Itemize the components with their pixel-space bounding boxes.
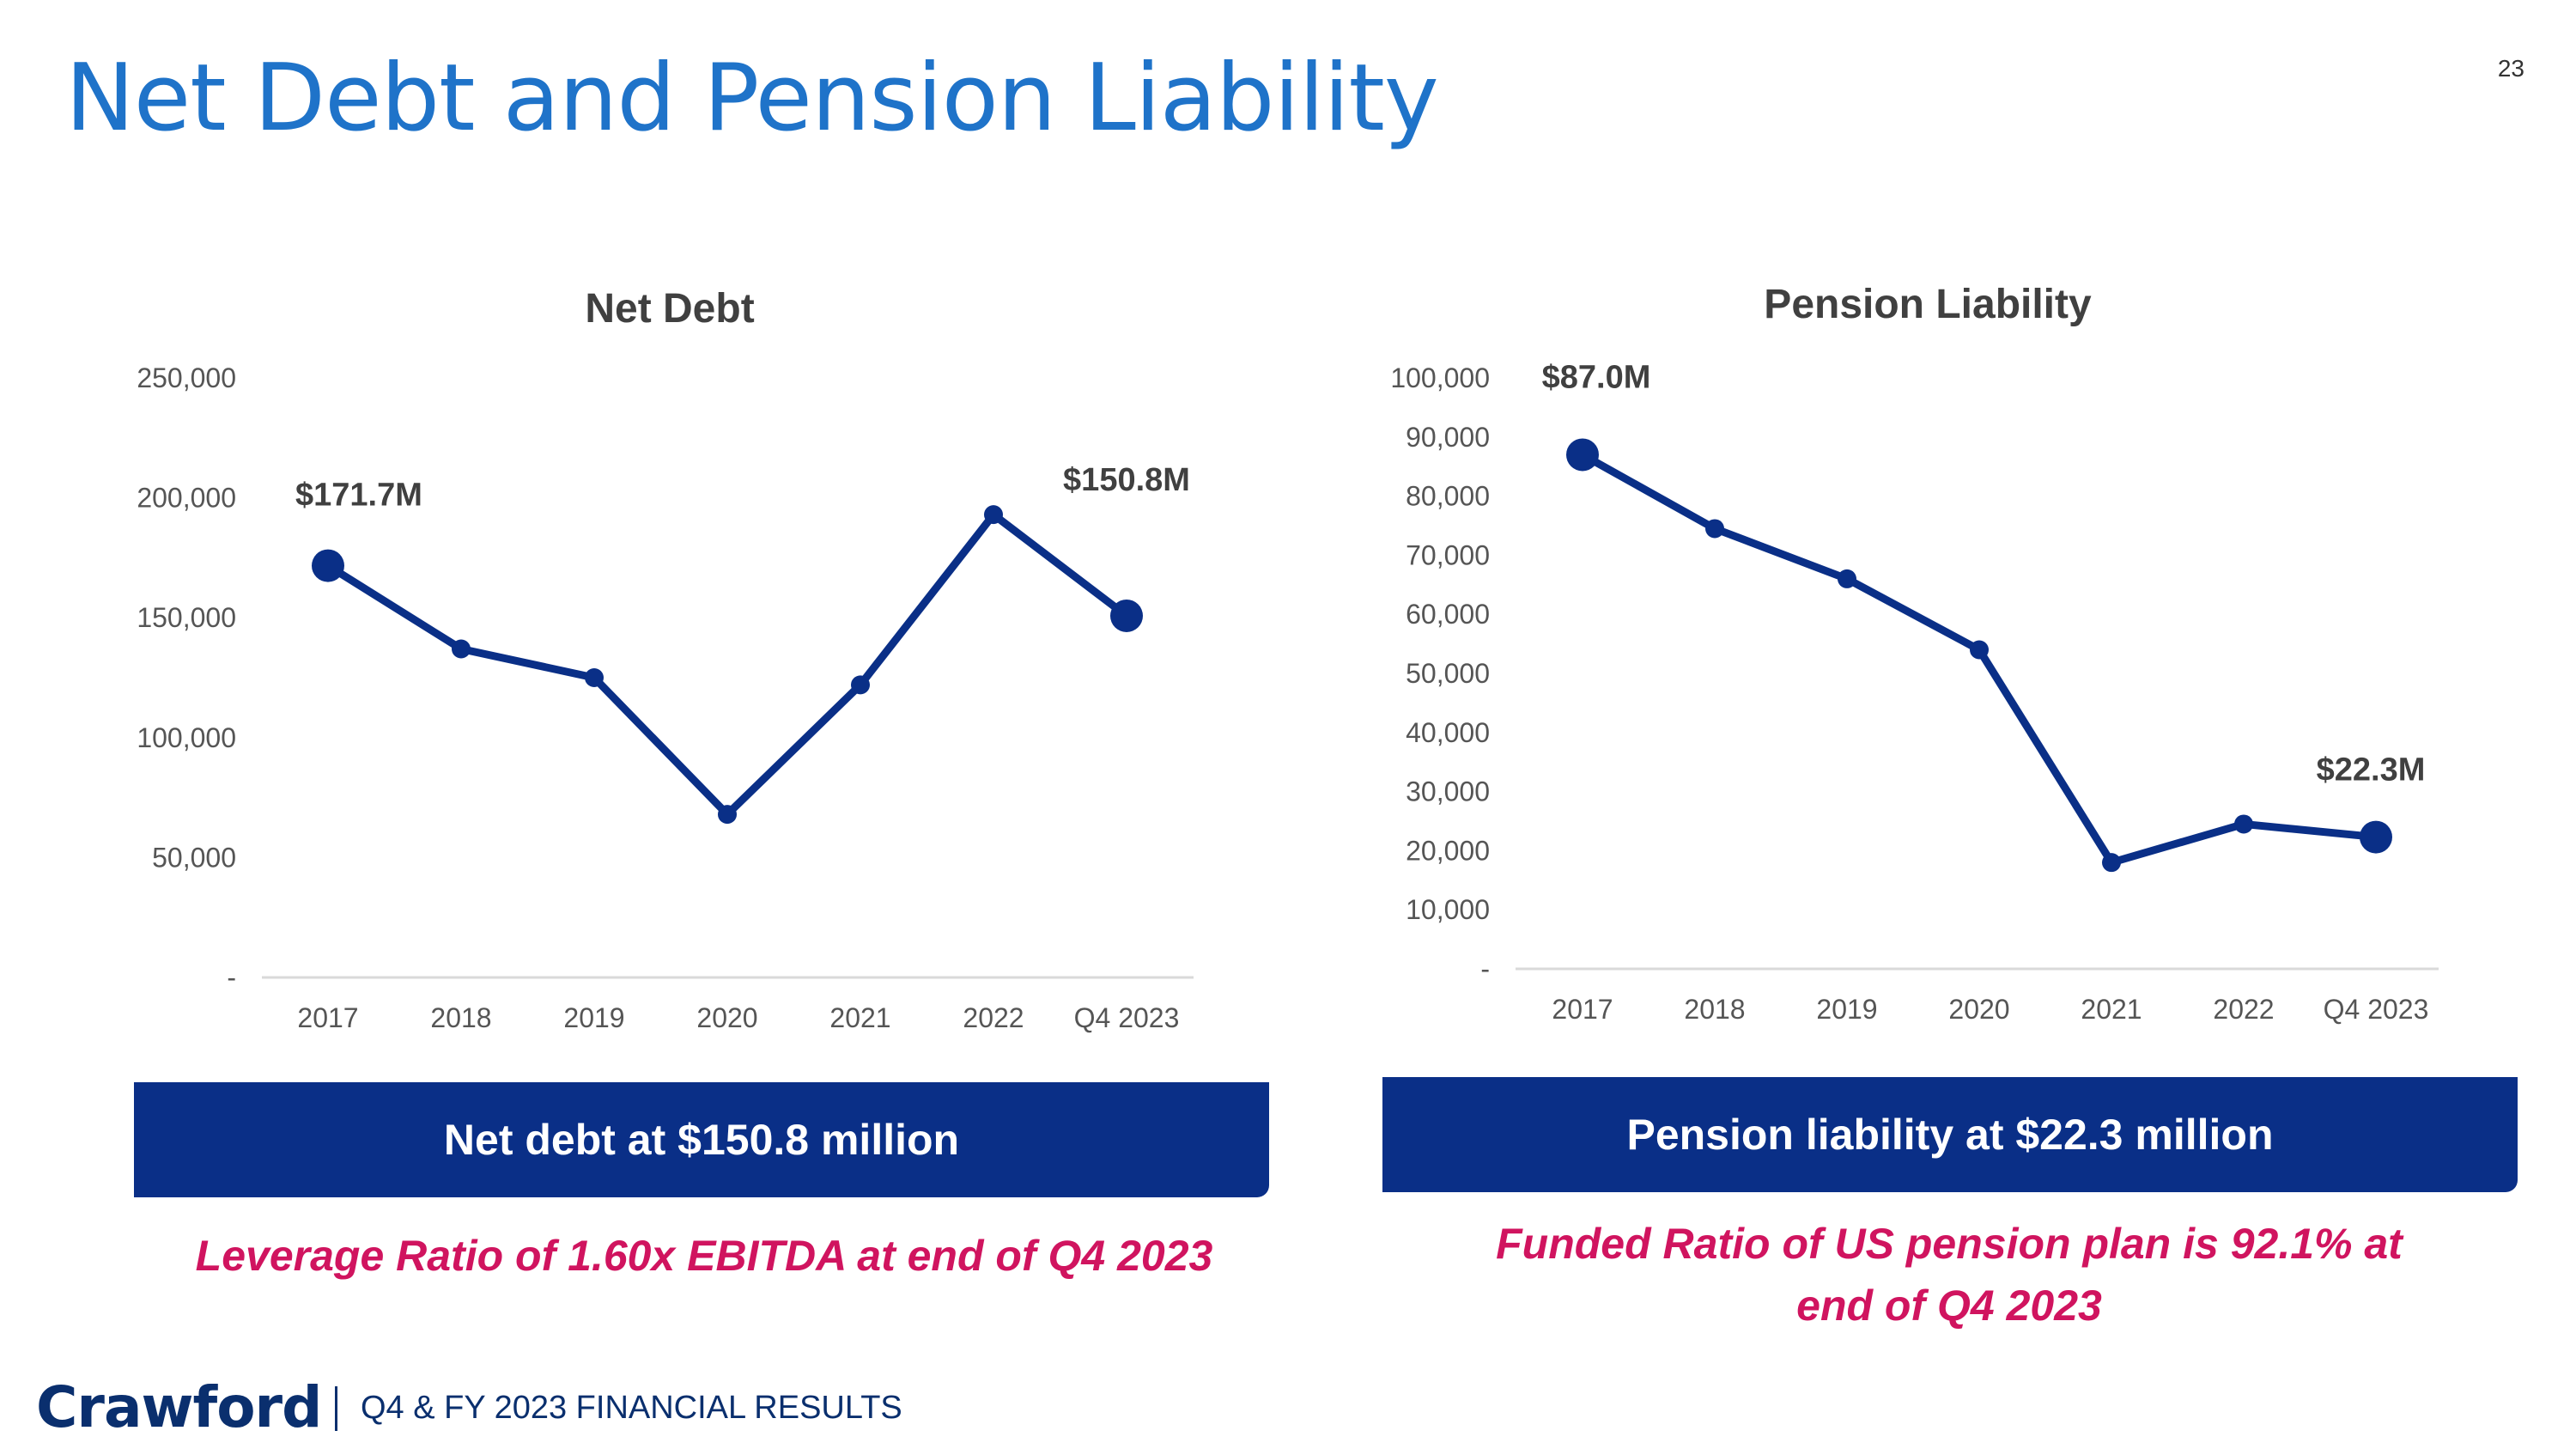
- net-debt-y-tick-label: 200,000: [137, 483, 236, 514]
- pension-x-tick-label: 2022: [2213, 994, 2274, 1025]
- pension-banner: Pension liability at $22.3 million: [1382, 1077, 2518, 1192]
- pension-x-tick-label: 2021: [2081, 994, 2142, 1025]
- pension-y-tick-label: -: [1480, 953, 1490, 984]
- pension-y-tick-label: 100,000: [1390, 362, 1490, 393]
- pension-data-point: [1838, 569, 1856, 588]
- pension-note-line-2: end of Q4 2023: [1796, 1282, 2102, 1330]
- net-debt-note: Leverage Ratio of 1.60x EBITDA at end of…: [103, 1225, 1305, 1287]
- pension-y-tick-label: 70,000: [1406, 539, 1490, 570]
- crawford-logo: Crawford: [36, 1374, 322, 1440]
- page-number: 23: [2497, 55, 2524, 82]
- pension-y-tick-label: 50,000: [1406, 658, 1490, 689]
- pension-data-point: [1970, 640, 1989, 660]
- pension-x-tick-label: 2020: [1948, 994, 2009, 1025]
- pension-x-tick-label: 2017: [1552, 994, 1613, 1025]
- pension-y-tick-label: 90,000: [1406, 422, 1490, 453]
- net-debt-y-tick-label: 250,000: [137, 362, 236, 393]
- pension-data-label: $22.3M: [2317, 752, 2426, 788]
- pension-x-tick-label: 2019: [1816, 994, 1877, 1025]
- net-debt-banner: Net debt at $150.8 million: [134, 1082, 1269, 1197]
- net-debt-note-text: Leverage Ratio of 1.60x EBITDA at end of…: [195, 1232, 1213, 1280]
- pension-y-tick-label: 60,000: [1406, 599, 1490, 630]
- pension-data-point: [2234, 814, 2253, 834]
- net-debt-x-tick-label: 2018: [430, 1002, 491, 1033]
- pension-y-tick-label: 30,000: [1406, 776, 1490, 807]
- net-debt-x-tick-label: Q4 2023: [1074, 1002, 1180, 1033]
- net-debt-data-point: [851, 675, 870, 695]
- footer-text: Q4 & FY 2023 FINANCIAL RESULTS: [361, 1390, 902, 1426]
- pension-x-tick-label: 2018: [1684, 994, 1745, 1025]
- net-debt-x-tick-label: 2020: [696, 1002, 757, 1033]
- pension-chart-title: Pension Liability: [1764, 282, 2092, 327]
- net-debt-data-point: [984, 505, 1003, 525]
- net-debt-x-tick-label: 2017: [297, 1002, 358, 1033]
- net-debt-y-tick-label: 150,000: [137, 602, 236, 633]
- pension-y-tick-label: 40,000: [1406, 717, 1490, 748]
- pension-banner-text: Pension liability at $22.3 million: [1626, 1111, 2274, 1159]
- footer-divider: [335, 1386, 337, 1431]
- net-debt-data-point: [452, 639, 471, 659]
- net-debt-y-tick-label: 100,000: [137, 722, 236, 753]
- net-debt-data-point: [1110, 599, 1143, 632]
- net-debt-x-tick-label: 2019: [563, 1002, 624, 1033]
- pension-data-point: [1705, 519, 1724, 539]
- net-debt-series-line: [325, 510, 1129, 819]
- net-debt-data-label: $171.7M: [295, 478, 422, 514]
- net-debt-y-tick-label: -: [227, 962, 236, 993]
- pension-data-point: [1566, 438, 1599, 472]
- net-debt-data-point: [585, 668, 604, 687]
- pension-y-tick-label: 10,000: [1406, 894, 1490, 925]
- net-debt-data-point: [718, 805, 737, 825]
- pension-y-tick-label: 20,000: [1406, 835, 1490, 866]
- pension-data-point: [2360, 820, 2392, 854]
- net-debt-banner-text: Net debt at $150.8 million: [443, 1116, 960, 1164]
- pension-note-line-1: Funded Ratio of US pension plan is 92.1%…: [1496, 1220, 2403, 1268]
- net-debt-data-point: [312, 549, 344, 582]
- net-debt-data-label: $150.8M: [1063, 462, 1190, 498]
- net-debt-chart-title: Net Debt: [585, 286, 754, 332]
- pension-y-tick-label: 80,000: [1406, 481, 1490, 512]
- net-debt-x-tick-label: 2021: [829, 1002, 890, 1033]
- net-debt-y-tick-label: 50,000: [152, 842, 236, 873]
- pension-note: Funded Ratio of US pension plan is 92.1%…: [1348, 1213, 2550, 1336]
- net-debt-x-tick-label: 2022: [963, 1002, 1024, 1033]
- pension-x-tick-label: Q4 2023: [2324, 994, 2429, 1025]
- pension-data-point: [2102, 853, 2121, 873]
- pension-data-label: $87.0M: [1542, 359, 1651, 395]
- page-title: Net Debt and Pension Liability: [65, 45, 1439, 152]
